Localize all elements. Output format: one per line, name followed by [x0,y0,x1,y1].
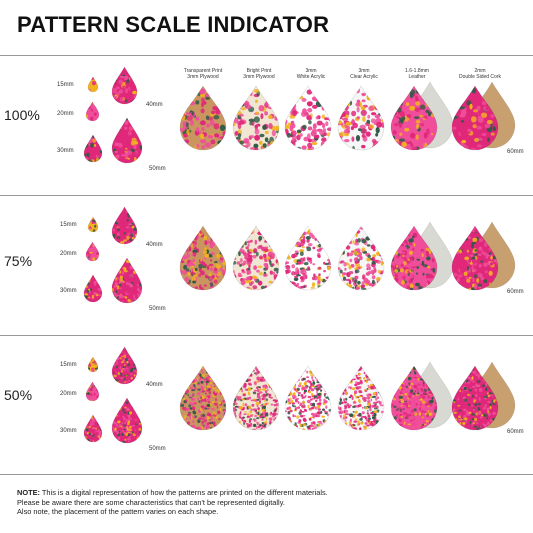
sample-drop-30mm [83,414,103,443]
section-divider [0,335,533,336]
sample-drop-15mm [87,76,99,93]
size-label-40mm: 40mm [146,242,163,248]
sample-drop-15mm [87,216,99,233]
note-label: NOTE: [17,488,40,497]
size-label-15mm: 15mm [57,82,74,88]
material-drop-white-acrylic [284,225,332,291]
material-drop-clear-acrylic [337,85,385,151]
sample-drop-15mm [87,356,99,373]
sample-drop-40mm [111,66,138,105]
sample-drop-50mm [111,397,143,444]
size-label-30mm: 30mm [60,288,77,294]
note-line-3: Also note, the placement of the pattern … [17,507,219,517]
size-label-50mm: 50mm [149,306,166,312]
material-drop-leather [390,365,438,431]
size-label-20mm: 20mm [60,391,77,397]
size-label-30mm: 30mm [60,428,77,434]
material-label: Bright Print 3mm Plywood [243,68,275,80]
material-drop-cork [451,225,499,291]
size-label-20mm: 20mm [57,111,74,117]
section-divider [0,474,533,475]
note-line-1: This is a digital representation of how … [41,488,328,497]
material-drop-cork [451,85,499,151]
sample-drop-20mm [85,101,100,122]
section-divider [0,195,533,196]
material-drop-cork [451,365,499,431]
material-label: Transparent Print 3mm Plywood [183,68,223,80]
size-label-60mm: 60mm [507,149,524,155]
material-drop-transparent-print-plywood [179,85,227,151]
sample-drop-30mm [83,134,103,163]
size-label-60mm: 60mm [507,289,524,295]
size-label-60mm: 60mm [507,429,524,435]
sample-drop-20mm [85,241,100,262]
material-label: 3mm White Acrylic [296,68,326,80]
sample-drop-30mm [83,274,103,303]
material-drop-leather [390,85,438,151]
material-drop-clear-acrylic [337,225,385,291]
size-label-50mm: 50mm [149,166,166,172]
size-label-15mm: 15mm [60,362,77,368]
material-drop-white-acrylic [284,85,332,151]
sample-drop-20mm [85,381,100,402]
material-drop-clear-acrylic [337,365,385,431]
scale-label: 50% [4,387,33,403]
size-label-40mm: 40mm [146,102,163,108]
size-label-15mm: 15mm [60,222,77,228]
sample-drop-40mm [111,346,138,385]
sample-drop-50mm [111,257,143,304]
size-label-40mm: 40mm [146,382,163,388]
material-drop-white-acrylic [284,365,332,431]
sample-drop-40mm [111,206,138,245]
material-drop-transparent-print-plywood [179,225,227,291]
material-drop-transparent-print-plywood [179,365,227,431]
page-title: PATTERN SCALE INDICATOR [17,12,330,37]
scale-label: 100% [4,107,40,123]
material-drop-bright-print-plywood [232,365,280,431]
material-label: 1.6-1.8mm Leather [405,68,429,80]
section-divider [0,55,533,56]
material-drop-bright-print-plywood [232,85,280,151]
size-label-50mm: 50mm [149,446,166,452]
size-label-20mm: 20mm [60,251,77,257]
note-line-2: Please be aware there are some character… [17,497,285,507]
material-label: 2mm Double Sided Cork [459,68,501,80]
material-drop-leather [390,225,438,291]
material-drop-bright-print-plywood [232,225,280,291]
sample-drop-50mm [111,117,143,164]
material-label: 3mm Clear Acrylic [350,68,378,80]
size-label-30mm: 30mm [57,148,74,154]
scale-label: 75% [4,253,33,269]
note-text: NOTE: This is a digital representation o… [17,488,522,517]
